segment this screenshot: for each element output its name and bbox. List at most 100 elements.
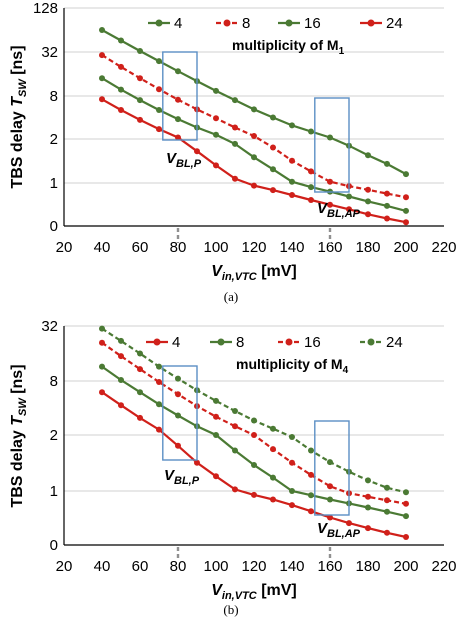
data-point bbox=[99, 363, 105, 370]
data-point bbox=[118, 337, 124, 344]
data-point bbox=[308, 492, 314, 499]
data-point bbox=[175, 442, 181, 449]
x-tick-label: 100 bbox=[203, 558, 228, 575]
data-point bbox=[308, 447, 314, 454]
data-point bbox=[175, 391, 181, 398]
legend-entry-label: 8 bbox=[242, 15, 250, 32]
data-point bbox=[384, 160, 390, 167]
data-point bbox=[232, 408, 238, 414]
x-tick-label: 200 bbox=[393, 558, 418, 575]
y-tick-label: 8 bbox=[50, 373, 58, 390]
data-point bbox=[99, 75, 105, 82]
data-point bbox=[346, 206, 352, 213]
figure-caption: (b) bbox=[223, 602, 238, 617]
y-axis-label: TBS delay TSW [ns] bbox=[9, 364, 29, 507]
data-point bbox=[137, 414, 143, 421]
y-tick-label: 32 bbox=[41, 44, 58, 61]
y-axis-label: TBS delay TSW [ns] bbox=[9, 45, 29, 188]
data-point bbox=[251, 417, 257, 424]
data-point bbox=[213, 413, 219, 420]
data-point bbox=[156, 426, 162, 433]
data-point bbox=[118, 107, 124, 113]
y-axis-symbol: T bbox=[9, 96, 26, 107]
data-point bbox=[384, 508, 390, 515]
series-line-16 bbox=[101, 77, 407, 212]
data-point bbox=[270, 496, 276, 503]
data-point bbox=[175, 68, 181, 75]
annotation-subscript: BL,AP bbox=[327, 208, 361, 220]
y-axis-subscript: SW bbox=[17, 78, 29, 97]
data-point bbox=[384, 497, 390, 504]
y-tick-label: 128 bbox=[33, 0, 58, 17]
legend-entry-label: 24 bbox=[386, 334, 403, 351]
data-point bbox=[384, 215, 390, 222]
x-tick-label: 60 bbox=[132, 558, 149, 575]
x-axis-unit: [mV] bbox=[257, 582, 297, 599]
x-tick-label: 100 bbox=[203, 239, 228, 256]
y-axis-subscript: SW bbox=[17, 397, 29, 416]
legend-entry-label: 16 bbox=[304, 334, 321, 351]
x-tick-label: 80 bbox=[170, 558, 187, 575]
data-point bbox=[137, 75, 143, 82]
data-point bbox=[156, 107, 162, 113]
data-point bbox=[99, 96, 105, 103]
data-point bbox=[251, 106, 257, 113]
data-point bbox=[289, 502, 295, 509]
data-point bbox=[365, 152, 371, 159]
data-point bbox=[175, 375, 181, 382]
data-point bbox=[308, 197, 314, 203]
data-point bbox=[232, 423, 238, 430]
legend-marker bbox=[223, 19, 231, 27]
y-axis-symbol: T bbox=[9, 415, 26, 426]
y-tick-label: 1 bbox=[50, 175, 58, 192]
data-point bbox=[232, 140, 238, 147]
data-point bbox=[99, 325, 105, 332]
legend-marker bbox=[153, 338, 161, 346]
x-axis-symbol: V bbox=[211, 263, 223, 280]
data-point bbox=[99, 52, 105, 59]
y-tick-label: 8 bbox=[50, 88, 58, 105]
data-point bbox=[232, 486, 238, 493]
legend-marker bbox=[285, 338, 293, 346]
data-point bbox=[270, 144, 276, 151]
data-point bbox=[118, 86, 124, 93]
data-point bbox=[213, 131, 219, 138]
data-point bbox=[137, 97, 143, 104]
legend-note-text: multiplicity of M bbox=[232, 37, 339, 53]
y-tick-label: 32 bbox=[41, 318, 58, 335]
data-point bbox=[403, 489, 409, 496]
data-point bbox=[232, 175, 238, 182]
data-point bbox=[137, 350, 143, 357]
x-tick-label: 40 bbox=[94, 239, 111, 256]
data-point bbox=[156, 86, 162, 93]
annotation-label: VBL,AP bbox=[317, 520, 361, 540]
data-point bbox=[156, 58, 162, 65]
data-point bbox=[156, 126, 162, 133]
annotation-subscript: BL,P bbox=[176, 158, 202, 170]
data-point bbox=[365, 186, 371, 193]
data-point bbox=[137, 116, 143, 123]
x-axis-symbol: V bbox=[211, 582, 223, 599]
data-point bbox=[384, 484, 390, 491]
x-tick-label: 80 bbox=[170, 239, 187, 256]
data-point bbox=[289, 122, 295, 129]
legend-note-subscript: 1 bbox=[339, 46, 345, 57]
data-point bbox=[403, 171, 409, 178]
x-tick-label: 160 bbox=[317, 558, 342, 575]
x-tick-label: 120 bbox=[241, 558, 266, 575]
data-point bbox=[270, 187, 276, 194]
data-point bbox=[175, 412, 181, 419]
chart-panel-b: 0 1 2 8 32 20 40 60 80 100 120 140 160 180 200 220 Vin,V… bbox=[9, 318, 457, 617]
annotation-symbol: V bbox=[317, 200, 329, 217]
data-point bbox=[213, 473, 219, 480]
legend-marker bbox=[367, 338, 375, 346]
data-point bbox=[270, 166, 276, 173]
x-tick-label: 20 bbox=[56, 558, 73, 575]
data-point bbox=[118, 402, 124, 409]
data-point bbox=[175, 116, 181, 123]
annotation-box bbox=[162, 51, 198, 141]
data-point bbox=[137, 389, 143, 396]
data-point bbox=[194, 459, 200, 466]
data-point bbox=[118, 377, 124, 383]
